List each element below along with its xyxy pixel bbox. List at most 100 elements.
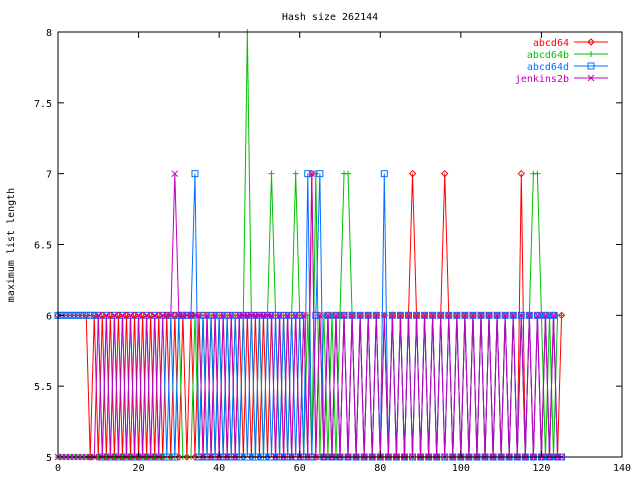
data-point xyxy=(155,311,163,320)
data-point xyxy=(82,311,90,319)
data-point xyxy=(259,311,268,320)
data-point xyxy=(517,311,525,319)
x-tick-label: 80 xyxy=(374,463,386,474)
data-point xyxy=(175,453,183,461)
data-point xyxy=(119,311,126,319)
data-point xyxy=(199,453,207,461)
y-tick-label: 7 xyxy=(46,170,52,181)
data-point xyxy=(413,311,420,319)
legend-marker xyxy=(587,74,595,82)
data-point xyxy=(300,311,308,319)
y-tick-label: 7.5 xyxy=(34,99,52,110)
y-tick-label: 6.5 xyxy=(34,241,52,252)
data-point xyxy=(138,311,147,320)
plot-frame xyxy=(57,31,623,458)
data-point xyxy=(316,311,324,319)
data-point xyxy=(453,311,461,319)
data-point xyxy=(94,311,102,319)
data-point xyxy=(284,311,291,319)
data-point xyxy=(477,311,485,319)
data-point xyxy=(501,311,509,319)
data-point xyxy=(243,311,252,320)
data-point xyxy=(215,453,223,461)
data-point xyxy=(308,170,316,178)
y-tick-label: 5.5 xyxy=(34,382,52,393)
y-axis-label: maximum list length xyxy=(6,188,17,302)
data-point xyxy=(195,311,203,319)
data-point xyxy=(312,311,320,319)
data-point xyxy=(102,311,110,319)
data-point xyxy=(542,311,549,319)
data-point xyxy=(127,311,134,319)
data-point xyxy=(332,311,340,319)
data-point xyxy=(199,311,207,319)
data-point xyxy=(74,311,82,319)
legend-label: abcd64 xyxy=(533,38,569,49)
data-point xyxy=(167,311,175,319)
data-point xyxy=(328,312,335,319)
data-point xyxy=(405,311,412,319)
data-point xyxy=(525,311,533,319)
data-point xyxy=(380,311,388,319)
chart-title: Hash size 262144 xyxy=(282,12,378,23)
data-point xyxy=(247,453,256,461)
data-point xyxy=(111,311,118,319)
legend-label: jenkins2b xyxy=(515,74,569,85)
legend-marker xyxy=(587,38,595,46)
data-point xyxy=(143,311,150,319)
data-point xyxy=(372,311,380,319)
x-tick-label: 20 xyxy=(133,463,145,474)
data-point xyxy=(292,170,299,177)
data-point xyxy=(135,311,142,319)
data-point xyxy=(114,311,123,320)
legend-marker xyxy=(588,51,594,57)
data-point xyxy=(151,311,159,319)
data-point xyxy=(211,311,219,319)
data-point xyxy=(348,311,356,319)
series-layer xyxy=(54,29,566,461)
data-point xyxy=(163,311,171,320)
data-point xyxy=(231,311,239,319)
x-tick-label: 0 xyxy=(55,463,61,474)
legend-marker xyxy=(587,62,595,70)
data-point xyxy=(421,311,428,319)
data-point xyxy=(130,311,139,320)
data-point xyxy=(171,170,179,178)
data-point xyxy=(316,170,324,178)
data-point xyxy=(461,311,469,319)
data-point xyxy=(215,311,223,319)
data-point xyxy=(231,453,239,461)
data-point xyxy=(78,311,86,319)
data-point xyxy=(356,311,364,319)
data-point xyxy=(271,453,280,461)
data-point xyxy=(272,311,280,319)
data-point xyxy=(445,311,453,319)
series-line xyxy=(58,31,562,458)
data-point xyxy=(408,169,417,178)
data-point xyxy=(441,169,449,178)
data-point xyxy=(263,453,272,461)
data-point xyxy=(288,311,296,319)
series-line xyxy=(58,173,562,458)
data-point xyxy=(550,311,557,319)
y-tick-label: 8 xyxy=(46,28,52,39)
legend-label: abcd64d xyxy=(527,62,569,73)
data-point xyxy=(534,170,541,177)
data-point xyxy=(287,453,296,461)
axes-layer: 0 20 40 60 80 100 120 140 5 5.5 6 6.5 7 7.5 8 xyxy=(34,28,631,474)
series-abcd64b xyxy=(55,29,565,460)
data-point xyxy=(279,453,288,461)
data-point xyxy=(340,311,348,319)
data-point xyxy=(146,311,155,320)
data-point xyxy=(280,311,288,319)
data-point xyxy=(276,311,283,319)
data-point xyxy=(171,311,179,320)
data-point xyxy=(538,312,545,319)
data-point xyxy=(207,311,215,319)
data-point xyxy=(255,453,264,461)
data-point xyxy=(207,453,215,461)
x-tick-label: 100 xyxy=(452,463,470,474)
data-point xyxy=(66,311,74,319)
